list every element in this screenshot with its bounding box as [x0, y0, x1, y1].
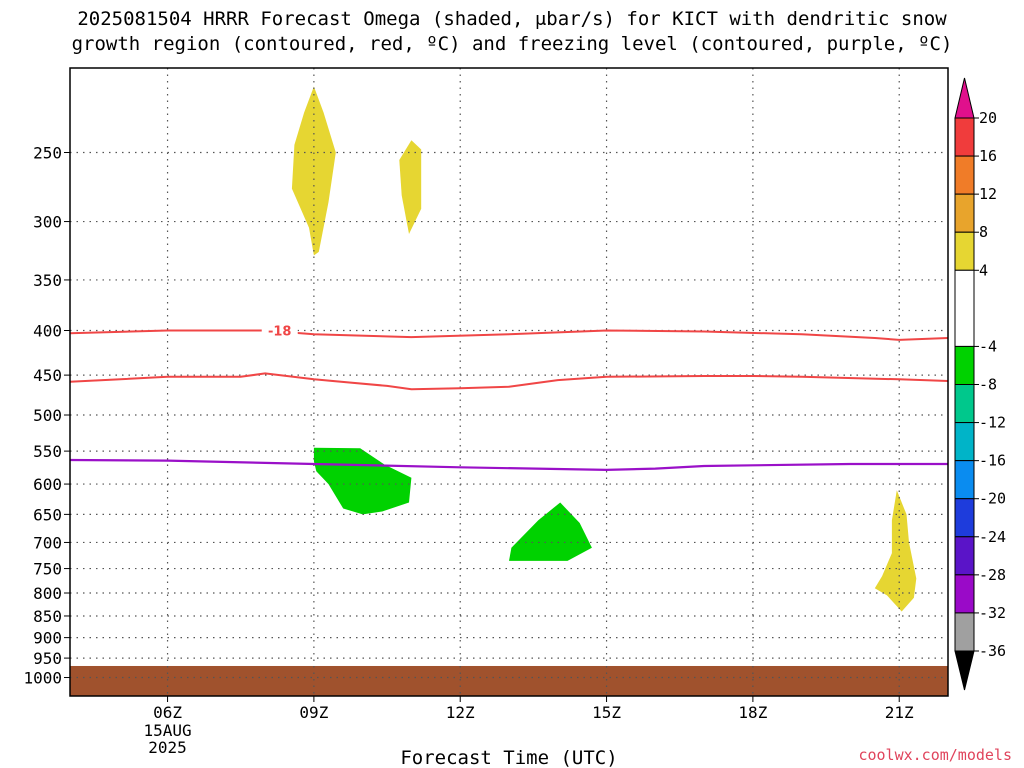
dendritic-contour-2 [70, 372, 948, 391]
plot-inner: -18 [70, 68, 948, 696]
freezing-level-contour [70, 458, 948, 472]
y-tick-label-700: 700 [33, 533, 62, 552]
y-tick-label-450: 450 [33, 366, 62, 385]
plot-area: -18 [70, 68, 948, 696]
x-tick-label-09Z: 09Z [299, 703, 328, 722]
colorbar-band-8 [954, 422, 975, 462]
dendritic-contour-1 [70, 329, 948, 341]
colorbar-band-13 [954, 612, 975, 652]
colorbar-label--36: -36 [979, 642, 1006, 660]
y-tick-label-900: 900 [33, 629, 62, 648]
y-tick-label-250: 250 [33, 144, 62, 163]
colorbar-band-3 [954, 193, 975, 233]
colorbar-label--28: -28 [979, 566, 1006, 584]
omega-region-5 [874, 490, 917, 612]
colorbar-label--24: -24 [979, 528, 1006, 546]
colorbar-band-12 [954, 574, 975, 614]
colorbar-band-4 [954, 231, 975, 271]
colorbar-band-1 [954, 117, 975, 157]
omega-region-1 [291, 86, 336, 256]
colorbar-label-20: 20 [979, 109, 997, 127]
x-tick-sublabel-15AUG: 15AUG [143, 721, 191, 740]
colorbar-label--16: -16 [979, 452, 1006, 470]
contour-label: -18 [268, 325, 292, 340]
x-tick-label-15Z: 15Z [592, 703, 621, 722]
y-tick-label-800: 800 [33, 584, 62, 603]
x-tick-label-06Z: 06Z [153, 703, 182, 722]
ground-surface [70, 665, 948, 696]
x-axis-label: Forecast Time (UTC) [400, 747, 617, 768]
colorbar-label-8: 8 [979, 223, 988, 241]
y-tick-label-400: 400 [33, 322, 62, 341]
omega-region-4 [509, 502, 592, 561]
chart-title-line-2: growth region (contoured, red, ºC) and f… [71, 33, 953, 55]
colorbar-label--12: -12 [979, 414, 1006, 432]
colorbar-arrow-bottom [954, 650, 975, 691]
colorbar-label--20: -20 [979, 490, 1006, 508]
colorbar-band-9 [954, 460, 975, 500]
colorbar-label--8: -8 [979, 376, 997, 394]
colorbar: 20 16 12 8 4 -4 -8 -12 -16 -20 -24 -28 -32 -36 [954, 77, 1006, 691]
omega-region-2 [399, 140, 422, 234]
colorbar-label--4: -4 [979, 337, 997, 355]
colorbar-band-6 [954, 345, 975, 385]
colorbar-label--32: -32 [979, 604, 1006, 622]
x-tick-label-12Z: 12Z [446, 703, 475, 722]
y-tick-label-1000: 1000 [23, 669, 62, 688]
y-tick-label-550: 550 [33, 442, 62, 461]
contour-label-background [261, 321, 298, 340]
plot-background [70, 68, 948, 696]
y-tick-label-500: 500 [33, 406, 62, 425]
x-tick-label-18Z: 18Z [738, 703, 767, 722]
colorbar-band-11 [954, 536, 975, 576]
chart-title-line-1: 2025081504 HRRR Forecast Omega (shaded, … [77, 8, 947, 30]
colorbar-label-12: 12 [979, 185, 997, 203]
x-tick-sublabel-2025: 2025 [148, 738, 187, 757]
colorbar-band-5 [954, 269, 975, 347]
x-tick-label-21Z: 21Z [885, 703, 914, 722]
y-tick-label-750: 750 [33, 560, 62, 579]
y-tick-label-950: 950 [33, 649, 62, 668]
plot-frame [69, 67, 949, 697]
y-tick-label-600: 600 [33, 475, 62, 494]
y-tick-label-300: 300 [33, 213, 62, 232]
y-tick-label-350: 350 [33, 271, 62, 290]
colorbar-arrow-top [954, 77, 975, 119]
colorbar-label-16: 16 [979, 147, 997, 165]
y-tick-label-650: 650 [33, 505, 62, 524]
colorbar-band-10 [954, 498, 975, 538]
colorbar-label-4: 4 [979, 261, 988, 279]
colorbar-band-2 [954, 155, 975, 195]
credit-text[interactable]: coolwx.com/models [858, 746, 1012, 764]
axes: 250 300 350 400 450 500 550 600 650 700 750 800 850 9… [23, 67, 949, 768]
colorbar-band-7 [954, 384, 975, 424]
y-tick-label-850: 850 [33, 607, 62, 626]
